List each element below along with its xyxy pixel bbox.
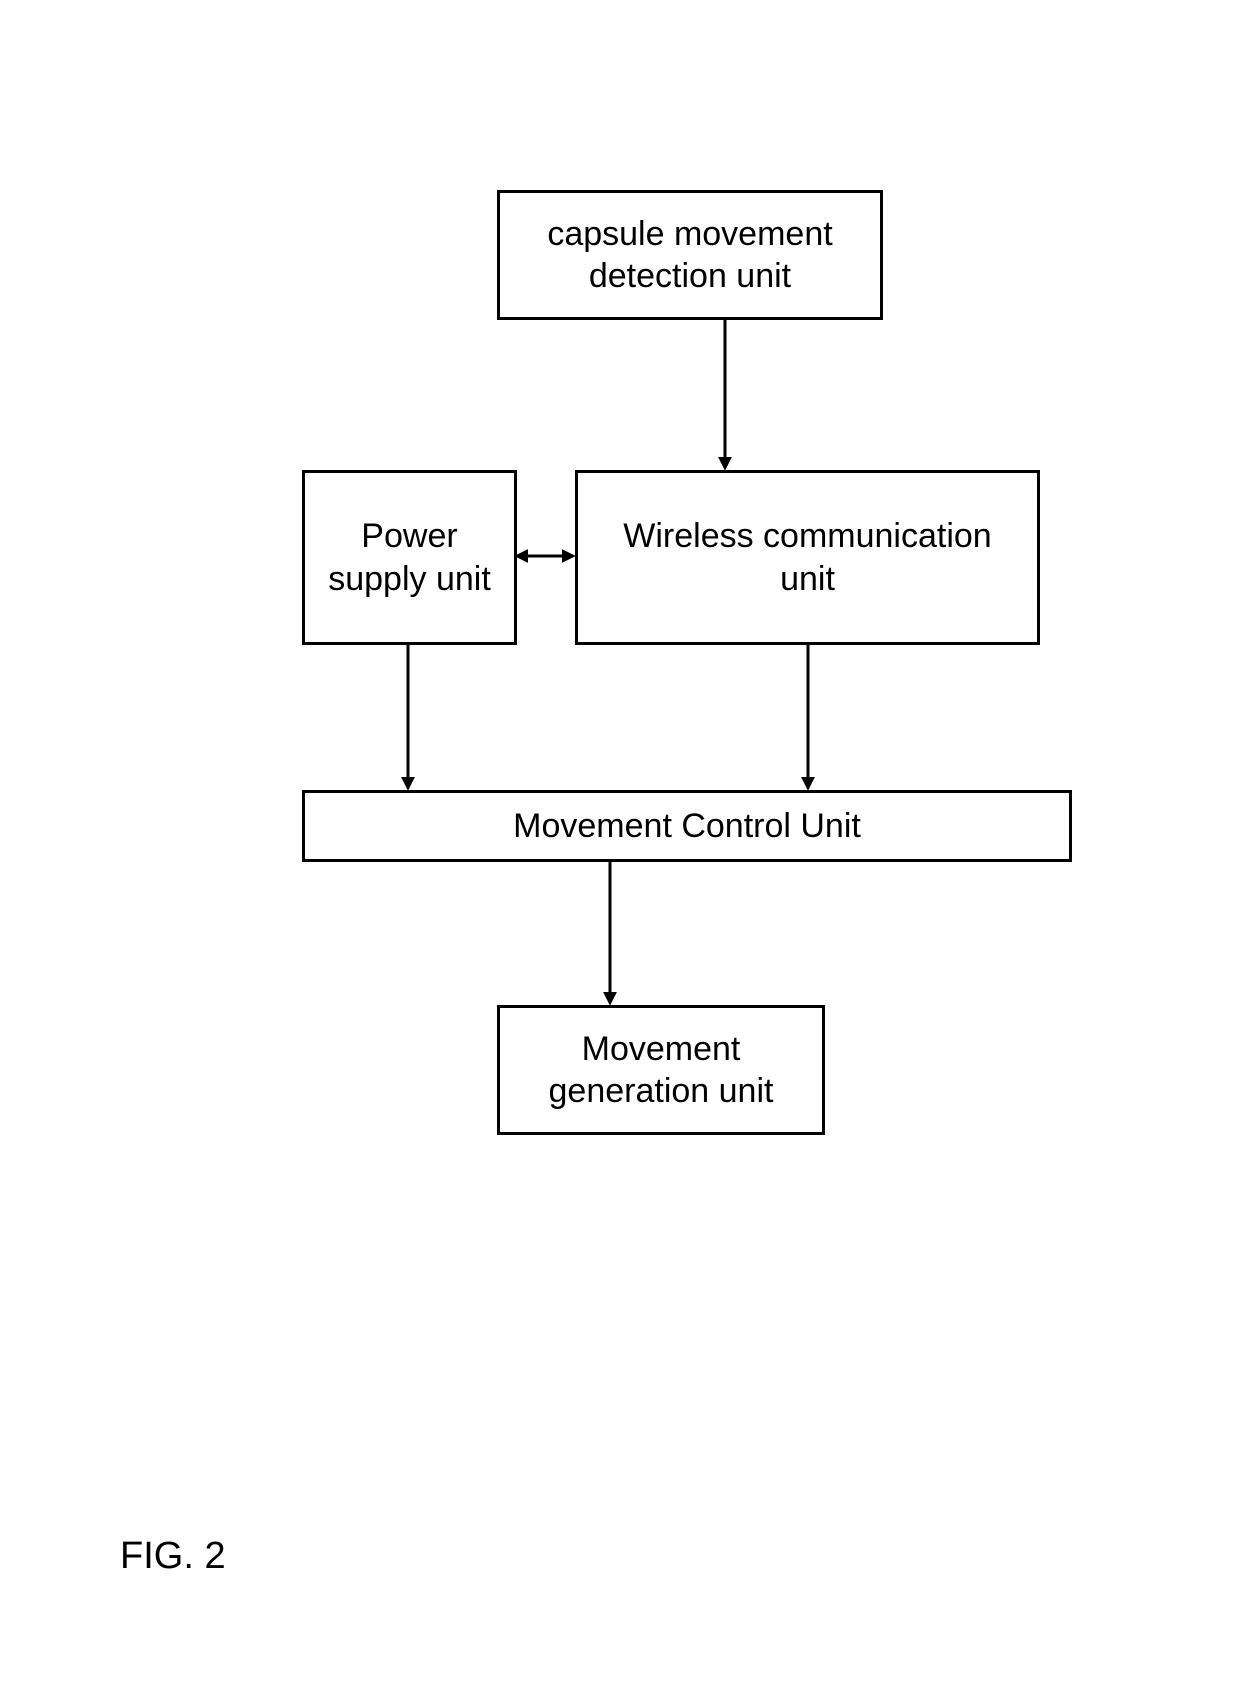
box-label: Wireless communicationunit	[623, 515, 991, 600]
figure-label-text: FIG. 2	[120, 1535, 226, 1577]
figure-label: FIG. 2	[120, 1535, 226, 1578]
movement-control-box: Movement Control Unit	[302, 790, 1072, 862]
diagram-canvas: capsule movementdetection unit Powersupp…	[0, 0, 1240, 1703]
power-supply-box: Powersupply unit	[302, 470, 517, 645]
box-label: capsule movementdetection unit	[547, 213, 832, 298]
movement-generation-box: Movementgeneration unit	[497, 1005, 825, 1135]
capsule-movement-detection-box: capsule movementdetection unit	[497, 190, 883, 320]
box-label: Movement Control Unit	[513, 805, 861, 848]
box-label: Powersupply unit	[328, 515, 491, 600]
box-label: Movementgeneration unit	[549, 1028, 774, 1113]
wireless-communication-box: Wireless communicationunit	[575, 470, 1040, 645]
